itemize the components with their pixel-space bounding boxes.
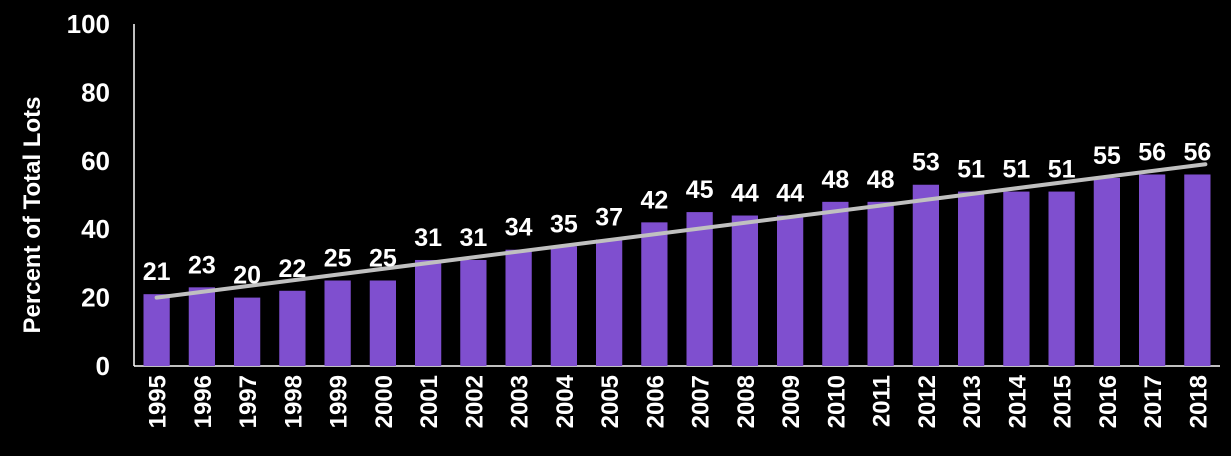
x-tick-label: 2009 — [778, 375, 805, 428]
data-label-2006: 42 — [640, 186, 668, 214]
data-label-2011: 48 — [867, 166, 895, 194]
x-tick-label: 2015 — [1050, 375, 1077, 428]
bar-2017 — [1139, 174, 1166, 366]
data-label-2007: 45 — [686, 176, 714, 204]
x-axis-ticks: 1995 1996 1997 1998 1999 2000 2001 2002 2003 2004… — [145, 374, 1213, 428]
bar-2014 — [1003, 191, 1030, 366]
data-label-2013: 51 — [957, 156, 985, 184]
data-label-2014: 51 — [1002, 156, 1030, 184]
data-label-2015: 51 — [1048, 156, 1076, 184]
y-tick-label: 60 — [81, 146, 110, 176]
bar-2007 — [686, 212, 713, 366]
x-tick-label: 2012 — [914, 375, 941, 428]
x-tick-label: 1999 — [326, 375, 353, 428]
x-tick-label: 1995 — [145, 375, 172, 428]
x-tick-label: 2000 — [371, 375, 398, 428]
data-label-1996: 23 — [188, 251, 216, 279]
bar-2016 — [1093, 177, 1120, 366]
x-tick-label: 2016 — [1095, 375, 1122, 428]
x-tick-label: 2002 — [461, 375, 488, 428]
data-label-1998: 22 — [278, 255, 306, 283]
bar-2010 — [822, 201, 849, 366]
bar-series — [143, 174, 1211, 366]
bar-2001 — [415, 259, 442, 366]
y-axis-ticks: 0 20 40 60 80 100 — [67, 9, 110, 381]
x-tick-label: 2011 — [869, 375, 896, 427]
bar-2000 — [369, 280, 396, 366]
data-label-1999: 25 — [324, 245, 352, 273]
data-label-2003: 34 — [505, 214, 533, 242]
x-tick-label: 2004 — [552, 374, 579, 428]
data-label-2018: 56 — [1183, 138, 1211, 166]
x-tick-label: 2018 — [1185, 375, 1212, 428]
bar-2015 — [1048, 191, 1075, 366]
x-tick-label: 2007 — [688, 375, 715, 428]
data-label-2005: 37 — [595, 203, 623, 231]
y-tick-label: 20 — [81, 283, 110, 313]
bar-2012 — [912, 184, 939, 366]
bar-2009 — [777, 215, 804, 366]
bar-2013 — [958, 191, 985, 366]
bar-1996 — [188, 287, 215, 366]
bar-1999 — [324, 280, 351, 366]
y-tick-label: 0 — [96, 351, 110, 381]
x-tick-label: 2013 — [959, 375, 986, 428]
x-tick-label: 2010 — [823, 375, 850, 428]
x-tick-label: 2003 — [507, 375, 534, 428]
bar-2008 — [731, 215, 758, 366]
data-label-2008: 44 — [731, 180, 759, 208]
data-label-2002: 31 — [459, 224, 487, 252]
data-label-2000: 25 — [369, 245, 397, 273]
y-tick-label: 40 — [81, 214, 110, 244]
bar-2005 — [596, 239, 623, 366]
bar-2003 — [505, 249, 532, 366]
data-label-2009: 44 — [776, 180, 804, 208]
data-labels: 21 23 20 22 25 25 31 31 34 35 37 42 45 44 44 48 48 53 51 51… — [143, 138, 1212, 289]
x-tick-label: 2006 — [642, 375, 669, 428]
x-tick-label: 1996 — [190, 375, 217, 428]
trendline — [154, 162, 1208, 300]
x-tick-label: 2005 — [597, 375, 624, 428]
data-label-2012: 53 — [912, 149, 940, 177]
y-tick-label: 80 — [81, 77, 110, 107]
bar-1995 — [143, 294, 170, 366]
trendline-group — [154, 162, 1208, 300]
x-tick-label: 2008 — [733, 375, 760, 428]
y-axis-label: Percent of Total Lots — [19, 97, 46, 334]
data-label-1995: 21 — [143, 258, 171, 286]
x-tick-label: 2014 — [1004, 374, 1031, 428]
bar-2011 — [867, 201, 894, 366]
bar-2004 — [550, 246, 577, 366]
data-label-2001: 31 — [414, 224, 442, 252]
x-tick-label: 2017 — [1140, 375, 1167, 428]
bar-2018 — [1184, 174, 1211, 366]
data-label-1997: 20 — [233, 262, 261, 290]
data-label-2010: 48 — [821, 166, 849, 194]
data-label-2017: 56 — [1138, 138, 1166, 166]
data-label-2004: 35 — [550, 210, 578, 238]
y-tick-label: 100 — [67, 9, 110, 39]
bar-1997 — [234, 297, 261, 366]
x-tick-label: 1997 — [235, 375, 262, 428]
x-tick-label: 1998 — [280, 375, 307, 428]
bar-2006 — [641, 222, 668, 366]
bar-2002 — [460, 259, 487, 366]
data-label-2016: 55 — [1093, 142, 1121, 170]
bar-1998 — [279, 290, 306, 366]
x-tick-label: 2001 — [416, 375, 443, 428]
